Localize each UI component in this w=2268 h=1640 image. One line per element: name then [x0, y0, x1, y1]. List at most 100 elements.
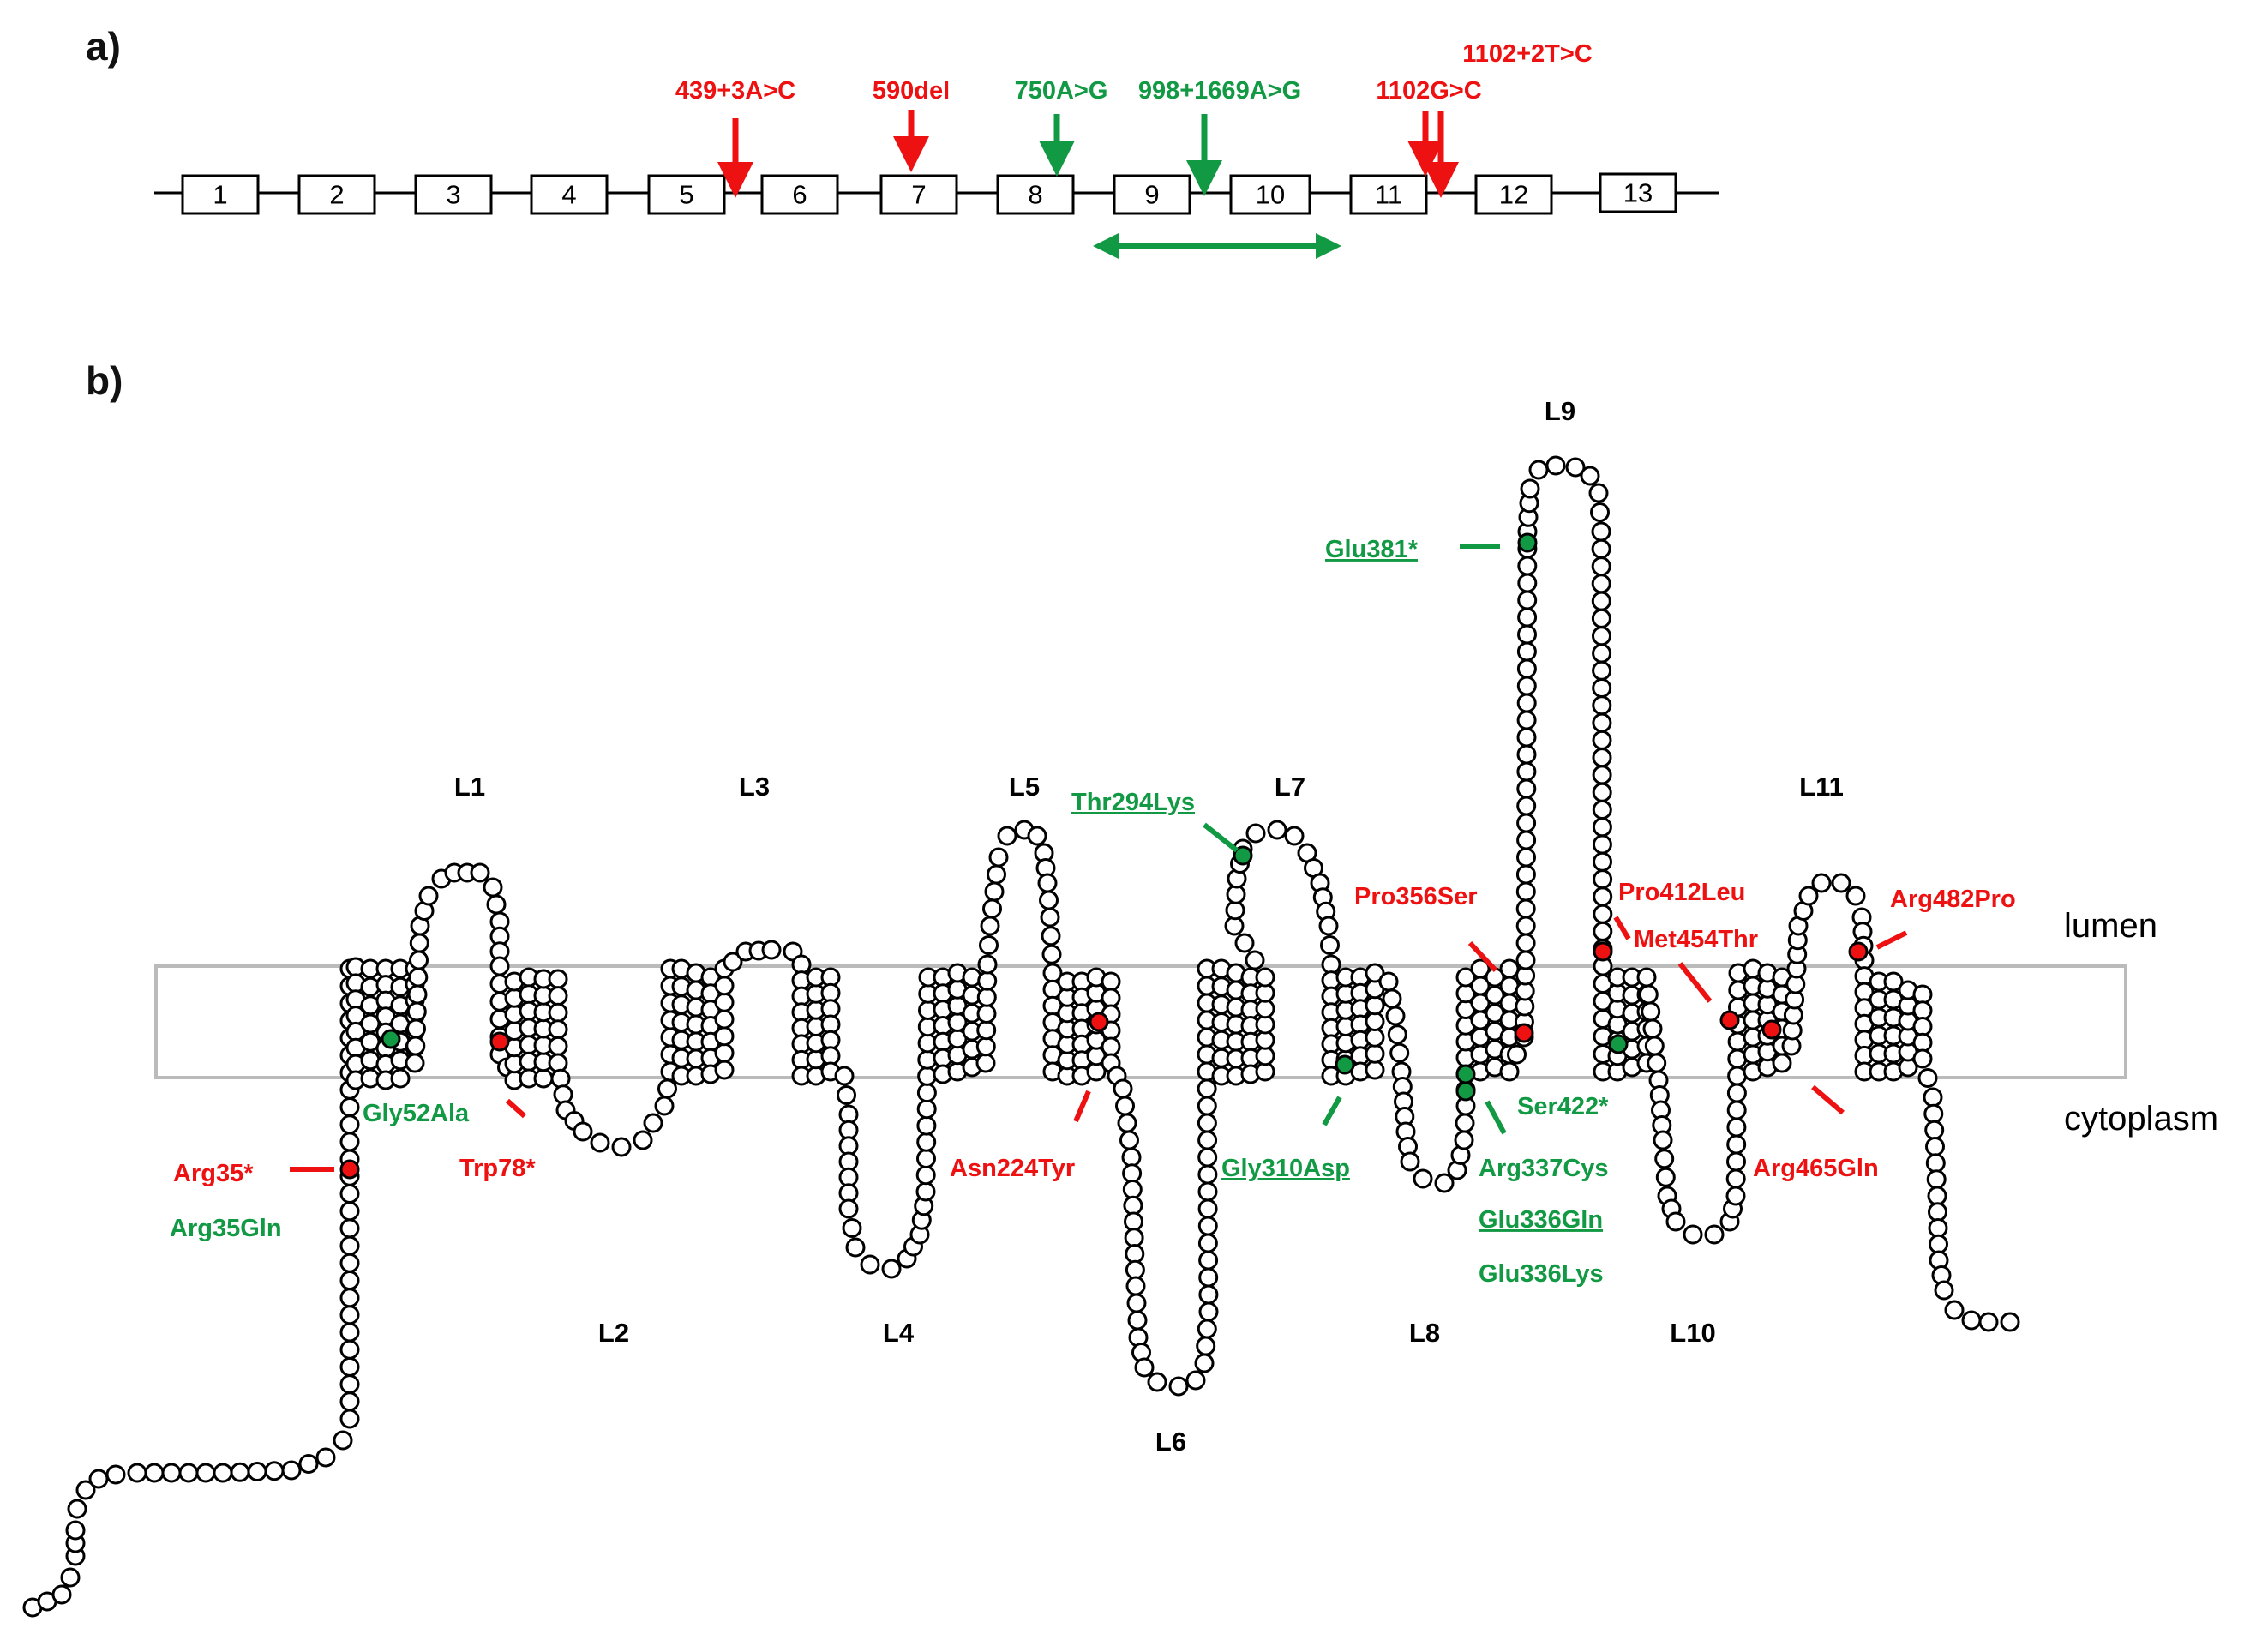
residue — [1037, 873, 1058, 893]
residue — [339, 1391, 360, 1412]
residue — [714, 976, 735, 996]
residue — [1365, 1060, 1385, 1080]
exon-13: 13 — [1599, 172, 1677, 213]
residue — [834, 1066, 855, 1086]
residue — [486, 894, 507, 915]
residue — [1580, 466, 1600, 486]
residue-asn224 — [1089, 1012, 1109, 1032]
residue-arg35 — [339, 1159, 360, 1180]
residue — [1101, 988, 1121, 1008]
residue-pro356 — [1514, 1023, 1534, 1043]
residue — [1655, 1167, 1676, 1187]
exon-4: 4 — [530, 174, 609, 215]
residue — [1912, 1017, 1933, 1036]
residue — [339, 1271, 360, 1290]
mutation-Thr294Lys: Thr294Lys — [1071, 789, 1195, 816]
residue — [339, 1114, 360, 1135]
loop-L3: L3 — [739, 772, 770, 802]
residue-ser422 — [1608, 1034, 1629, 1054]
residue — [483, 877, 503, 898]
residue — [1528, 460, 1549, 480]
residue — [1592, 712, 1612, 733]
residue — [1385, 1006, 1406, 1026]
residue — [1592, 748, 1612, 768]
residue — [1704, 1224, 1725, 1245]
residue — [1923, 1103, 1944, 1124]
residue — [714, 1042, 735, 1063]
residue — [390, 1068, 411, 1089]
residue — [1593, 886, 1613, 907]
residue — [1365, 963, 1385, 983]
loop-L4: L4 — [883, 1318, 915, 1348]
residue — [1387, 1024, 1407, 1045]
variant-label-590del: 590del — [873, 77, 950, 105]
residue — [127, 1463, 147, 1483]
residue — [333, 1430, 353, 1451]
residue — [1923, 1087, 1943, 1108]
residue — [915, 1165, 936, 1186]
residue-gly310 — [1335, 1054, 1355, 1075]
residue — [1515, 933, 1536, 953]
residue — [65, 1520, 86, 1541]
residue — [264, 1461, 285, 1481]
residue-gly52 — [381, 1029, 401, 1049]
residue — [1944, 1300, 1965, 1320]
residue — [714, 992, 735, 1012]
residue — [2000, 1312, 2020, 1332]
residue — [1592, 765, 1612, 785]
mutation-Met454Thr: Met454Thr — [1634, 926, 1758, 953]
residue — [1318, 916, 1339, 936]
residue — [178, 1463, 199, 1483]
cytoplasm-label: cytoplasm — [2064, 1100, 2218, 1138]
mutation-Arg337Cys: Arg337Cys — [1479, 1155, 1609, 1182]
mutation-Glu336Lys: Glu336Lys — [1479, 1260, 1604, 1288]
exon-1: 1 — [181, 174, 260, 215]
exon-9: 9 — [1113, 174, 1191, 215]
residue — [1515, 881, 1536, 902]
residue — [339, 1201, 360, 1222]
residue — [1245, 950, 1265, 970]
residue — [1798, 886, 1819, 906]
residue — [975, 1053, 996, 1073]
residue — [1516, 778, 1537, 799]
exon-11-label: 11 — [1375, 180, 1402, 210]
loop-L6: L6 — [1155, 1427, 1186, 1457]
exon-1-label: 1 — [213, 180, 227, 210]
mutation-Pro412Leu: Pro412Leu — [1618, 879, 1745, 906]
residue — [339, 1288, 360, 1308]
mutation-Glu381*: Glu381* — [1325, 536, 1419, 563]
residue — [1653, 1130, 1673, 1150]
residue — [1198, 1250, 1219, 1271]
residue — [1197, 1130, 1218, 1150]
variant-label-998+1669A>G: 998+1669A>G — [1138, 77, 1301, 105]
loop-L1: L1 — [454, 772, 485, 802]
residue — [1726, 1134, 1747, 1155]
residue — [298, 1454, 319, 1474]
exon-13-label: 13 — [1623, 178, 1653, 208]
exon-4-label: 4 — [561, 180, 576, 210]
residue — [1197, 1164, 1218, 1185]
residue — [1101, 971, 1121, 992]
residue — [1196, 1336, 1216, 1356]
mutation-Arg35*: Arg35* — [173, 1160, 254, 1187]
residue — [987, 864, 1006, 885]
residue — [1516, 761, 1537, 782]
residue — [407, 984, 428, 1005]
residue — [1772, 1053, 1792, 1073]
residue — [1125, 1276, 1146, 1296]
residue — [860, 1254, 880, 1275]
residue — [611, 1137, 632, 1157]
mutation-Glu336Gln: Glu336Gln — [1479, 1206, 1603, 1234]
residue-glu336 — [1455, 1064, 1476, 1084]
residue — [1926, 1169, 1947, 1190]
residue-chain — [22, 455, 2020, 1618]
residue — [997, 826, 1017, 846]
residue — [548, 1036, 568, 1056]
residue — [1592, 626, 1611, 646]
panel-b-label: b) — [86, 358, 123, 403]
residue — [1590, 502, 1610, 522]
residue — [916, 1149, 936, 1168]
residue — [976, 987, 997, 1007]
exon-10: 10 — [1229, 174, 1311, 215]
residue — [1593, 851, 1612, 872]
